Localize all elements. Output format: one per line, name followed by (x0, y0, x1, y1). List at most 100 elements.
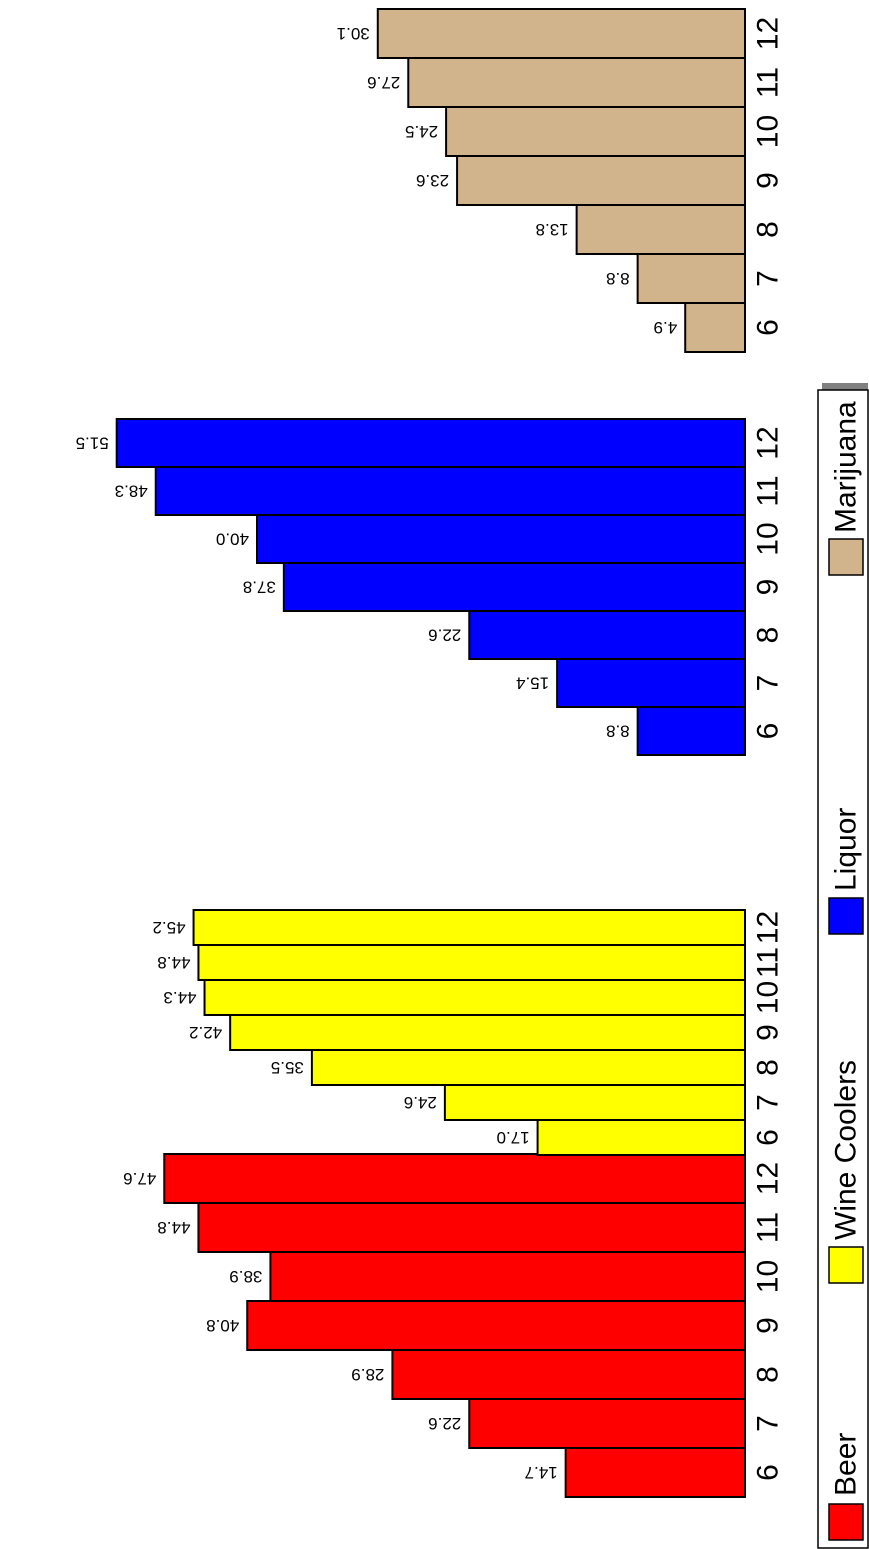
bar (203, 979, 747, 1016)
data-label: 14.7 (525, 1463, 558, 1482)
data-label: 28.9 (351, 1365, 384, 1384)
category-tick-label: 11 (752, 1212, 785, 1243)
series-panel-wine-coolers: 17.0 6 24.6 7 35.5 8 42.2 9 44.3 10 44.8 11 45.2 12 (152, 909, 785, 1156)
category-tick-label: 10 (752, 115, 785, 148)
data-label: 30.1 (337, 24, 370, 43)
bar (636, 706, 747, 756)
legend-label: Wine Coolers (830, 1060, 863, 1240)
data-label: 24.6 (404, 1093, 437, 1112)
data-label: 51.5 (76, 434, 109, 453)
category-tick-label: 11 (752, 947, 785, 978)
category-tick-label: 6 (752, 319, 785, 336)
bar (192, 909, 746, 946)
data-label: 23.6 (416, 171, 449, 190)
bar (246, 1300, 747, 1351)
data-label: 35.5 (271, 1058, 304, 1077)
series-panel-beer: 14.7 6 22.6 7 28.9 8 40.8 9 38.9 10 44.8 11 47.6 12 (123, 1153, 785, 1498)
data-label: 17.0 (497, 1128, 530, 1147)
data-label: 38.9 (229, 1267, 262, 1286)
bar (407, 57, 746, 108)
data-label: 27.6 (367, 73, 400, 92)
bar (556, 658, 746, 708)
category-tick-label: 11 (752, 67, 785, 98)
category-tick-label: 9 (752, 1024, 785, 1041)
category-tick-label: 7 (752, 270, 785, 287)
bar (468, 610, 746, 660)
legend-swatch (828, 1503, 864, 1541)
data-label: 24.5 (405, 122, 438, 141)
data-label: 37.8 (243, 578, 276, 597)
data-label: 40.8 (206, 1316, 239, 1335)
category-tick-label: 7 (752, 1094, 785, 1111)
bar (564, 1447, 746, 1498)
data-label: 48.3 (115, 482, 148, 501)
bar (310, 1049, 746, 1086)
bar (443, 1084, 746, 1121)
data-label: 45.2 (152, 918, 185, 937)
legend-shadow (822, 383, 868, 390)
series-panel-liquor: 8.8 6 15.4 7 22.6 8 37.8 9 40.0 10 48.3 11 51.5 12 (76, 418, 785, 756)
bar (229, 1014, 747, 1051)
data-label: 44.8 (157, 1218, 190, 1237)
data-label: 47.6 (123, 1169, 156, 1188)
bar (468, 1398, 746, 1449)
category-tick-label: 7 (752, 675, 785, 692)
category-tick-label: 6 (752, 723, 785, 740)
bar (163, 1153, 746, 1204)
data-label: 22.6 (428, 626, 461, 645)
bar (256, 514, 746, 564)
legend-swatch (828, 538, 864, 576)
category-tick-label: 12 (752, 911, 785, 944)
category-tick-label: 9 (752, 579, 785, 596)
bar (154, 466, 747, 516)
category-tick-label: 8 (752, 1366, 785, 1383)
bar (456, 155, 746, 206)
bar (197, 944, 746, 981)
category-tick-label: 9 (752, 1317, 785, 1334)
bar (536, 1119, 746, 1156)
data-label: 42.2 (189, 1023, 222, 1042)
bar (197, 1202, 746, 1253)
data-label: 8.8 (606, 269, 630, 288)
bar (636, 253, 747, 304)
data-label: 15.4 (516, 674, 549, 693)
legend-label: Beer (830, 1433, 863, 1496)
category-tick-label: 12 (752, 1162, 785, 1195)
legend-box (817, 389, 869, 1549)
category-tick-label: 8 (752, 1059, 785, 1076)
bar (115, 418, 746, 468)
series-panel-marijuana: 4.9 6 8.8 7 13.8 8 23.6 9 24.5 10 27.6 11 30.1 12 (337, 8, 785, 353)
category-tick-label: 12 (752, 426, 785, 459)
legend: Beer Wine Coolers Liquor Marijuana (817, 383, 869, 1549)
category-tick-label: 6 (752, 1129, 785, 1146)
bar (684, 302, 746, 353)
data-label: 40.0 (216, 530, 249, 549)
data-label: 44.3 (163, 988, 196, 1007)
data-label: 8.8 (606, 722, 630, 741)
legend-swatch (828, 1246, 864, 1284)
category-tick-label: 11 (752, 475, 785, 506)
category-tick-label: 9 (752, 172, 785, 189)
category-tick-label: 10 (752, 981, 785, 1014)
category-tick-label: 7 (752, 1415, 785, 1432)
category-tick-label: 8 (752, 627, 785, 644)
bar (575, 204, 747, 255)
data-label: 4.9 (654, 318, 678, 337)
bar (391, 1349, 746, 1400)
legend-label: Marijuana (830, 401, 863, 533)
legend-label: Liquor (830, 808, 863, 891)
bar (269, 1251, 746, 1302)
category-tick-label: 8 (752, 221, 785, 238)
data-label: 22.6 (428, 1414, 461, 1433)
category-tick-label: 12 (752, 17, 785, 50)
category-tick-label: 10 (752, 522, 785, 555)
legend-swatch (828, 897, 864, 935)
bar (282, 562, 746, 612)
bar (445, 106, 746, 157)
data-label: 13.8 (536, 220, 569, 239)
bar (376, 8, 746, 59)
category-tick-label: 6 (752, 1464, 785, 1481)
data-label: 44.8 (157, 953, 190, 972)
